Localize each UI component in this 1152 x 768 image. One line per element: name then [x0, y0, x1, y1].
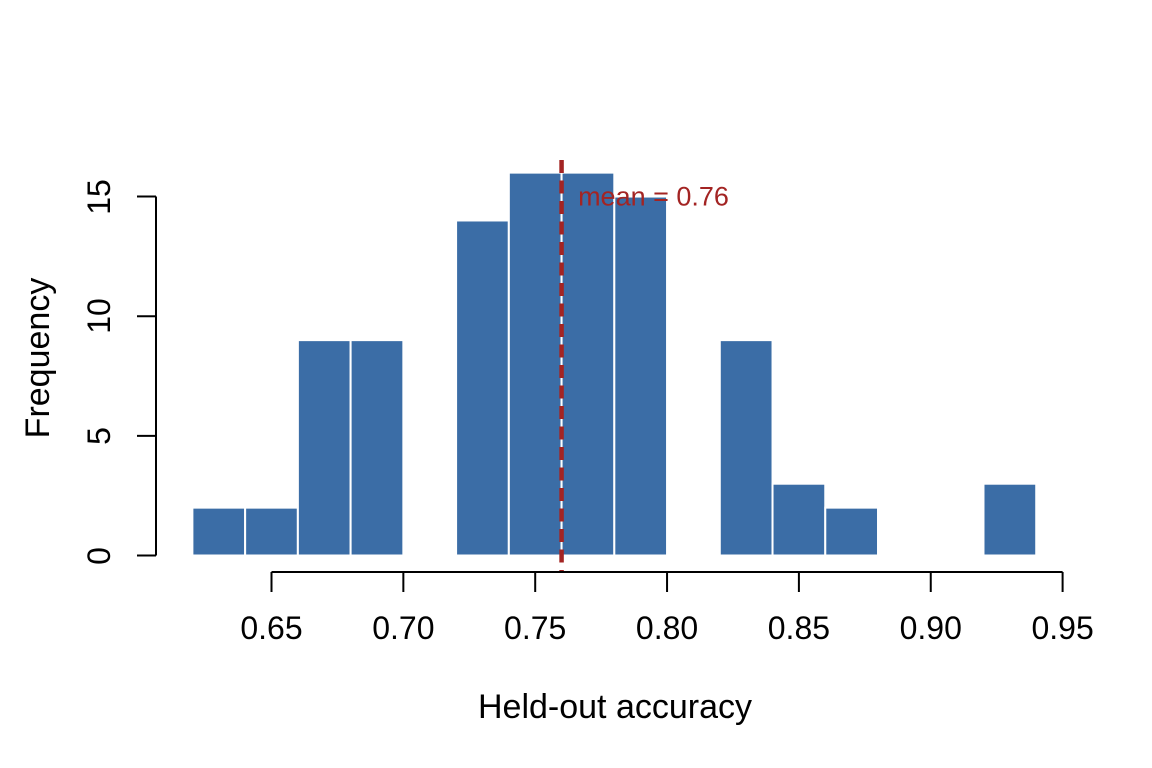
- y-tick-label: 15: [81, 178, 117, 215]
- mean-annotation-label: mean = 0.76: [578, 181, 729, 212]
- x-tick-label: 0.75: [504, 610, 567, 646]
- y-tick-label: 5: [81, 426, 117, 445]
- histogram-bar: [771, 482, 827, 557]
- histogram-bar: [613, 195, 669, 557]
- x-tick-label: 0.80: [635, 610, 699, 646]
- x-tick-label: 0.85: [767, 610, 831, 646]
- x-tick-label: 0.70: [372, 610, 435, 646]
- x-tick-label: 0.95: [1031, 610, 1094, 646]
- y-axis-title: Frequency: [19, 277, 57, 439]
- histogram-bar: [244, 506, 299, 557]
- x-tick-label: 0.90: [899, 610, 962, 646]
- x-axis-title: Held-out accuracy: [477, 688, 753, 726]
- histogram-bar: [560, 171, 616, 557]
- histogram-bar: [191, 506, 247, 557]
- histogram-bar: [296, 339, 352, 557]
- histogram-bar: [824, 506, 880, 557]
- y-tick-label: 10: [81, 298, 117, 334]
- x-tick-label: 0.65: [240, 610, 303, 646]
- histogram-bar: [455, 219, 510, 557]
- histogram-bar: [507, 171, 563, 557]
- histogram-bar: [982, 482, 1038, 557]
- histogram-bar: [718, 339, 774, 557]
- y-tick-label: 0: [81, 546, 117, 565]
- histogram-bar: [349, 339, 405, 557]
